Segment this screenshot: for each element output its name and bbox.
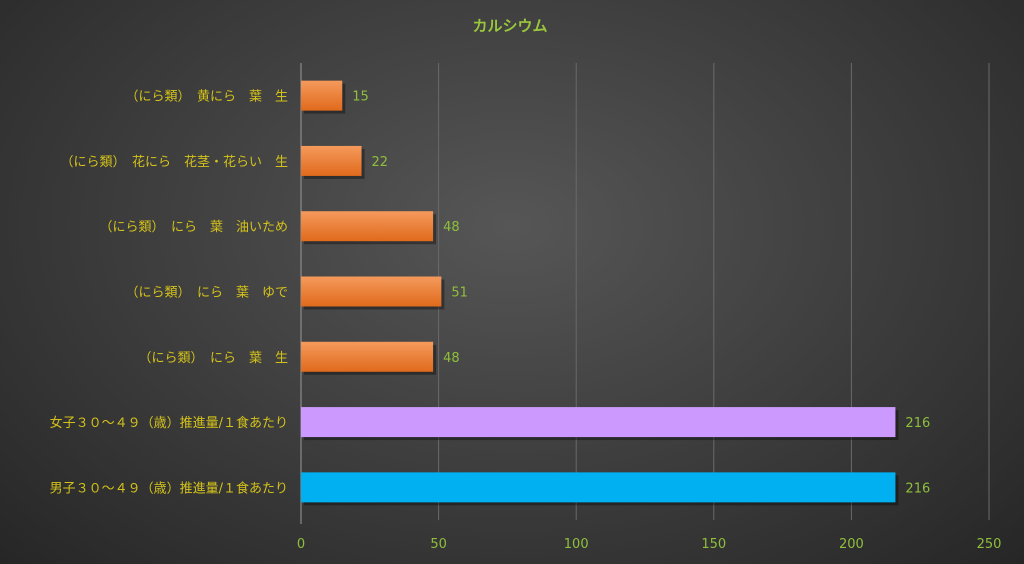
bar <box>301 80 343 111</box>
x-tick-label: 150 <box>701 537 726 552</box>
data-label: 216 <box>905 416 930 431</box>
x-tick-label: 0 <box>297 537 305 552</box>
category-label: （にら類） にら 葉 油いため <box>99 220 288 235</box>
bar <box>301 472 896 503</box>
bar <box>301 145 362 176</box>
data-label: 48 <box>443 351 460 366</box>
category-label: （にら類） にら 葉 生 <box>138 351 288 366</box>
x-tick-label: 100 <box>564 537 589 552</box>
data-label: 22 <box>372 155 389 170</box>
bar <box>301 407 896 438</box>
data-label: 216 <box>905 481 930 496</box>
data-label: 15 <box>352 90 369 105</box>
category-label: （にら類） にら 葉 ゆで <box>125 286 288 301</box>
bar <box>301 276 442 307</box>
data-label: 51 <box>451 286 468 301</box>
category-label: （にら類） 花にら 花茎・花らい 生 <box>60 154 288 170</box>
data-label: 48 <box>443 220 460 235</box>
bar <box>301 211 434 242</box>
x-tick-label: 50 <box>430 537 447 552</box>
category-label: 男子３０～４９（歳）推進量/１食あたり <box>50 480 288 496</box>
x-tick-label: 250 <box>977 537 1002 552</box>
category-label: （にら類） 黄にら 葉 生 <box>125 90 288 105</box>
chart-title: カルシウム <box>472 17 547 35</box>
category-label: 女子３０～４９（歳）推進量/１食あたり <box>50 415 288 431</box>
bar <box>301 341 434 372</box>
x-tick-label: 200 <box>839 537 864 552</box>
